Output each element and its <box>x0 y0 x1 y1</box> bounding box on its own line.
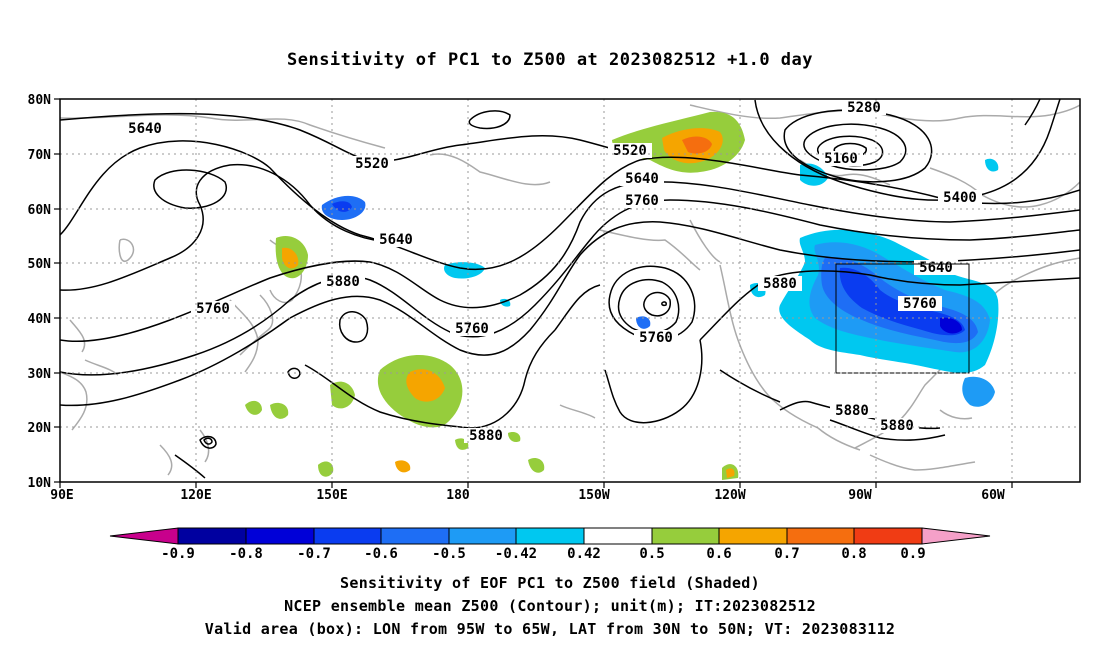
contour-label-text: 5640 <box>919 260 953 276</box>
gridlines <box>60 99 1080 482</box>
colorbar-segment <box>380 527 450 545</box>
colorbar-segment <box>583 527 653 545</box>
colorbar-segment <box>515 527 585 545</box>
contour-label: 5640 <box>620 171 664 187</box>
colorbar-segment <box>109 527 179 545</box>
colorbar-labels: -0.9 -0.8 -0.7 -0.6 -0.5 -0.42 0.42 0.5 … <box>161 546 926 562</box>
contour-label: 5520 <box>350 156 394 172</box>
contour-label: 5880 <box>464 428 508 444</box>
contour-label: 5520 <box>608 143 652 159</box>
colorbar-segment <box>853 527 923 545</box>
contour-label-text: 5760 <box>639 330 673 346</box>
contour-label: 5760 <box>620 193 664 209</box>
caption-shading: Sensitivity of EOF PC1 to Z500 field (Sh… <box>340 574 760 592</box>
contour-label: 5880 <box>758 276 802 292</box>
lon-label: 90W <box>848 488 872 503</box>
lat-label: 70N <box>28 148 52 163</box>
lat-label: 60N <box>28 203 52 218</box>
lon-label: 90E <box>50 488 73 503</box>
lon-label: 60W <box>981 488 1005 503</box>
caption-valid-area: Valid area (box): LON from 95W to 65W, L… <box>204 620 896 638</box>
contour-label: 5280 <box>842 100 886 116</box>
contour-label-text: 5760 <box>196 301 230 317</box>
contour-label: 5400 <box>938 190 982 206</box>
colorbar-label: 0.42 <box>567 546 601 562</box>
colorbar-label: 0.5 <box>639 546 664 562</box>
colorbar-label: -0.42 <box>495 546 537 562</box>
contour-label-text: 5640 <box>625 171 659 187</box>
lon-label: 150W <box>578 488 609 503</box>
contour-label-text: 5160 <box>824 151 858 167</box>
colorbar-segment <box>448 527 517 545</box>
colorbar-label: 0.6 <box>706 546 731 562</box>
colorbar-segment <box>313 527 382 545</box>
colorbar-label: -0.5 <box>432 546 466 562</box>
contour-label: 5880 <box>875 418 919 434</box>
colorbar <box>109 527 991 545</box>
caption-contour: NCEP ensemble mean Z500 (Contour); unit(… <box>284 597 816 615</box>
colorbar-label: 0.8 <box>841 546 866 562</box>
colorbar-label: -0.8 <box>229 546 263 562</box>
contour-label: 5640 <box>374 232 418 248</box>
contour-label: 5760 <box>450 321 494 337</box>
contour-label-text: 5880 <box>835 403 869 419</box>
lon-label: 150E <box>316 488 347 503</box>
contour-labels: 5640 5520 5640 5760 5880 5760 5880 5520 … <box>123 100 982 444</box>
contour-label: 5760 <box>898 296 942 312</box>
lat-label: 20N <box>28 421 52 436</box>
lon-label: 180 <box>446 488 470 503</box>
lat-label: 10N <box>28 476 52 491</box>
lon-label: 120E <box>180 488 211 503</box>
colorbar-segment <box>245 527 315 545</box>
contour-label-text: 5520 <box>355 156 389 172</box>
colorbar-label: 0.9 <box>900 546 925 562</box>
contour-label-text: 5640 <box>128 121 162 137</box>
contour-label: 5880 <box>830 403 874 419</box>
colorbar-segment <box>786 527 855 545</box>
colorbar-segment <box>921 527 991 545</box>
colorbar-segment <box>718 527 788 545</box>
lon-label: 120W <box>714 488 745 503</box>
contour-label: 5760 <box>634 330 678 346</box>
sensitivity-shading <box>245 111 999 480</box>
map-frame <box>59 98 1081 483</box>
contour-label-text: 5760 <box>625 193 659 209</box>
contour-label: 5880 <box>321 274 365 290</box>
contour-label-text: 5400 <box>943 190 977 206</box>
contour-label-text: 5880 <box>880 418 914 434</box>
contour-label-text: 5760 <box>903 296 937 312</box>
contour-label-text: 5760 <box>455 321 489 337</box>
colorbar-segment <box>651 527 720 545</box>
contour-label-text: 5880 <box>469 428 503 444</box>
lat-labels: 80N 70N 60N 50N 40N 30N 20N 10N <box>28 93 52 491</box>
contour-label-text: 5880 <box>326 274 360 290</box>
colorbar-label: -0.9 <box>161 546 195 562</box>
contour-label-text: 5880 <box>763 276 797 292</box>
contour-label: 5640 <box>914 260 958 276</box>
contour-label-text: 5640 <box>379 232 413 248</box>
lat-label: 40N <box>28 312 52 327</box>
map-title: Sensitivity of PC1 to Z500 at 2023082512… <box>286 50 813 70</box>
contour-label: 5160 <box>819 151 863 167</box>
contour-label: 5760 <box>191 301 235 317</box>
axis-ticks <box>54 98 1013 488</box>
contour-label-text: 5280 <box>847 100 881 116</box>
lat-label: 80N <box>28 93 52 108</box>
colorbar-label: 0.7 <box>774 546 799 562</box>
lat-label: 30N <box>28 367 52 382</box>
colorbar-label: -0.6 <box>364 546 398 562</box>
contour-label-text: 5520 <box>613 143 647 159</box>
colorbar-label: -0.7 <box>297 546 331 562</box>
lat-label: 50N <box>28 257 52 272</box>
contour-label: 5640 <box>123 121 167 137</box>
colorbar-segment <box>177 527 247 545</box>
lon-labels: 90E 120E 150E 180 150W 120W 90W 60W <box>50 488 1005 503</box>
